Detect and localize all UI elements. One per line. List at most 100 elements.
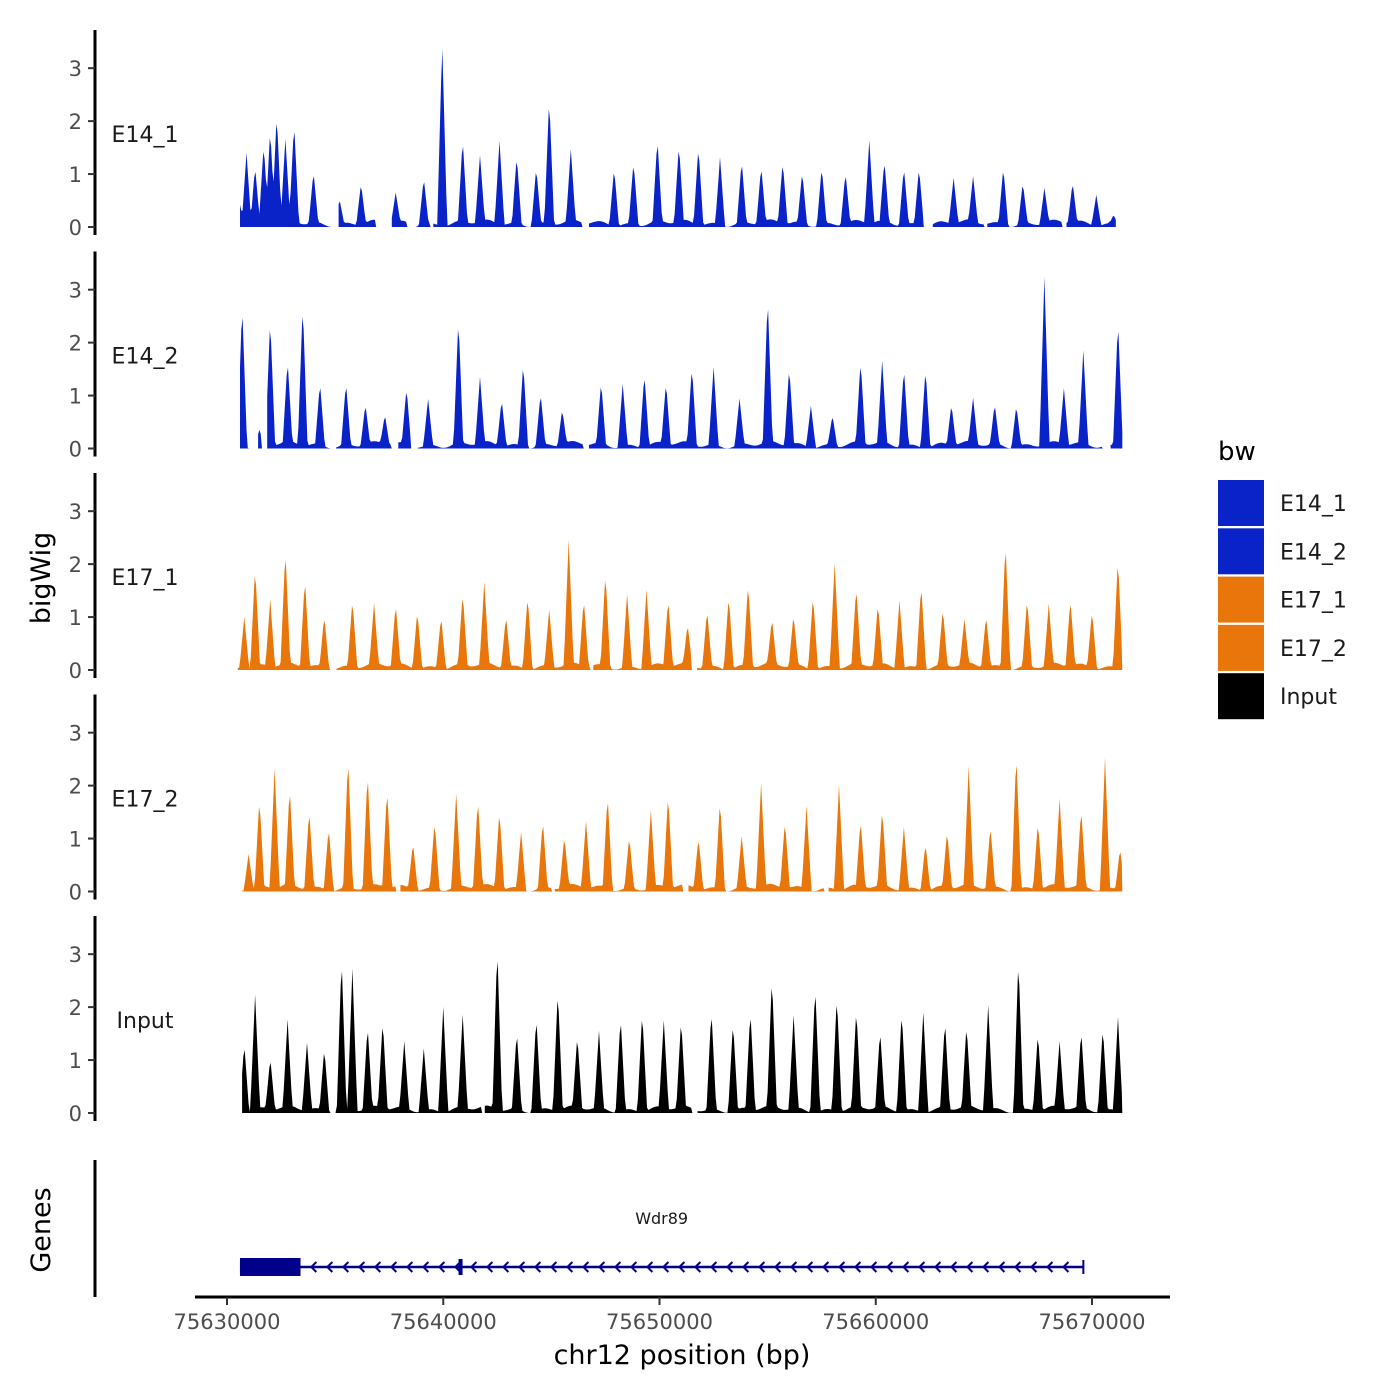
y-tick-label: 1 xyxy=(69,163,82,187)
gene-exon xyxy=(458,1259,463,1275)
strand-arrow xyxy=(389,1261,398,1273)
y-tick-label: 0 xyxy=(69,659,82,683)
strand-arrow xyxy=(838,1261,846,1273)
signal-area-e14-1 xyxy=(240,49,1116,228)
y-tick-label: 2 xyxy=(69,332,82,356)
signal-area-input xyxy=(242,961,1123,1113)
strand-arrow xyxy=(966,1261,974,1273)
strand-arrow xyxy=(725,1261,734,1273)
legend-label: E17_2 xyxy=(1280,637,1347,662)
legend-title: bw xyxy=(1218,437,1256,467)
y-tick-label: 2 xyxy=(69,996,82,1020)
x-tick-label: 75650000 xyxy=(606,1310,713,1334)
strand-arrow xyxy=(325,1261,334,1273)
x-tick-label: 75630000 xyxy=(174,1310,281,1334)
gene-name-label: Wdr89 xyxy=(635,1209,688,1228)
strand-arrow xyxy=(517,1261,526,1273)
strand-arrow xyxy=(886,1261,894,1273)
y-tick-label: 3 xyxy=(69,57,82,81)
strand-arrow xyxy=(902,1261,910,1273)
strand-arrow xyxy=(982,1261,990,1273)
strand-arrow xyxy=(565,1261,574,1273)
strand-arrow xyxy=(645,1261,654,1273)
strand-arrow xyxy=(757,1261,766,1273)
strand-arrow xyxy=(581,1261,590,1273)
signal-tracks: 0 1 2 3 E14_1 0 1 2 3 E14_2 0 1 2 3 E17_1 0 1 2 3 E17_2 0 1 2 3… xyxy=(69,30,1123,1126)
strand-arrow xyxy=(998,1261,1006,1273)
strand-arrow xyxy=(741,1261,750,1273)
y-tick-label: 3 xyxy=(69,279,82,303)
strand-arrow xyxy=(373,1261,382,1273)
strand-arrow xyxy=(533,1261,542,1273)
y-axis-title: bigWig xyxy=(26,532,57,625)
strand-arrow xyxy=(661,1261,670,1273)
strand-arrow xyxy=(485,1261,494,1273)
legend-swatch xyxy=(1218,624,1264,671)
strand-arrow xyxy=(501,1261,510,1273)
y-tick-label: 3 xyxy=(69,722,82,746)
track-label: E17_1 xyxy=(112,566,179,591)
strand-arrow xyxy=(1046,1261,1054,1273)
gene-wdr89: Wdr89 xyxy=(239,1209,1085,1276)
y-tick-label: 1 xyxy=(69,606,82,630)
x-axis: 75630000 75640000 75650000 75660000 75670000 xyxy=(174,1295,1170,1334)
y-tick-label: 0 xyxy=(69,216,82,240)
track-label: E14_2 xyxy=(112,345,179,370)
strand-arrow xyxy=(950,1261,958,1273)
y-tick-label: 2 xyxy=(69,775,82,799)
strand-arrow xyxy=(789,1261,798,1273)
legend-label: E14_2 xyxy=(1280,540,1347,565)
legend-label: Input xyxy=(1280,685,1337,710)
strand-arrow xyxy=(597,1261,606,1273)
y-tick-label: 2 xyxy=(69,553,82,577)
y-tick-label: 2 xyxy=(69,110,82,134)
gene-panel: Wdr89 xyxy=(93,1160,1085,1297)
strand-arrow xyxy=(421,1261,430,1273)
strand-arrow xyxy=(1062,1261,1070,1273)
strand-arrow xyxy=(773,1261,782,1273)
track-e14-1: 0 1 2 3 E14_1 xyxy=(69,30,1116,240)
track-label: E14_1 xyxy=(112,123,179,148)
strand-arrow xyxy=(549,1261,558,1273)
track-input: 0 1 2 3 Input xyxy=(69,916,1123,1126)
strand-arrow xyxy=(806,1261,814,1273)
x-tick-label: 75640000 xyxy=(390,1310,497,1334)
y-tick-label: 1 xyxy=(69,1049,82,1073)
y-tick-label: 0 xyxy=(69,438,82,462)
y-tick-label: 1 xyxy=(69,385,82,409)
strand-arrow xyxy=(357,1261,366,1273)
legend: bw E14_1 E14_2 E17_1 E17_2 Input xyxy=(1218,437,1347,720)
legend-label: E14_1 xyxy=(1280,492,1347,517)
strand-arrow xyxy=(677,1261,686,1273)
strand-arrow xyxy=(437,1261,446,1273)
strand-arrow xyxy=(1014,1261,1022,1273)
strand-arrow xyxy=(309,1261,318,1273)
signal-area-e17-2 xyxy=(242,757,1123,892)
signal-area-e14-2 xyxy=(240,277,1123,449)
track-e17-2: 0 1 2 3 E17_2 xyxy=(69,694,1123,905)
legend-swatch xyxy=(1218,528,1264,575)
strand-arrow xyxy=(1030,1261,1038,1273)
y-tick-label: 0 xyxy=(69,1102,82,1126)
x-axis-title: chr12 position (bp) xyxy=(554,1340,811,1371)
legend-swatch xyxy=(1218,673,1264,720)
strand-arrow xyxy=(405,1261,414,1273)
gene-cds xyxy=(239,1258,301,1276)
strand-arrow xyxy=(469,1261,478,1273)
strand-arrow xyxy=(709,1261,718,1273)
track-label: E17_2 xyxy=(112,788,179,813)
track-e17-1: 0 1 2 3 E17_1 xyxy=(69,473,1123,683)
x-tick-label: 75670000 xyxy=(1039,1310,1146,1334)
strand-arrow xyxy=(854,1261,862,1273)
x-tick-label: 75660000 xyxy=(822,1310,929,1334)
y-tick-label: 3 xyxy=(69,500,82,524)
strand-arrow xyxy=(918,1261,926,1273)
strand-arrow xyxy=(870,1261,878,1273)
legend-label: E17_1 xyxy=(1280,589,1347,614)
track-label: Input xyxy=(117,1009,174,1034)
track-e14-2: 0 1 2 3 E14_2 xyxy=(69,251,1123,462)
signal-area-e17-1 xyxy=(237,539,1123,670)
y-tick-label: 0 xyxy=(69,881,82,905)
strand-arrow xyxy=(341,1261,350,1273)
